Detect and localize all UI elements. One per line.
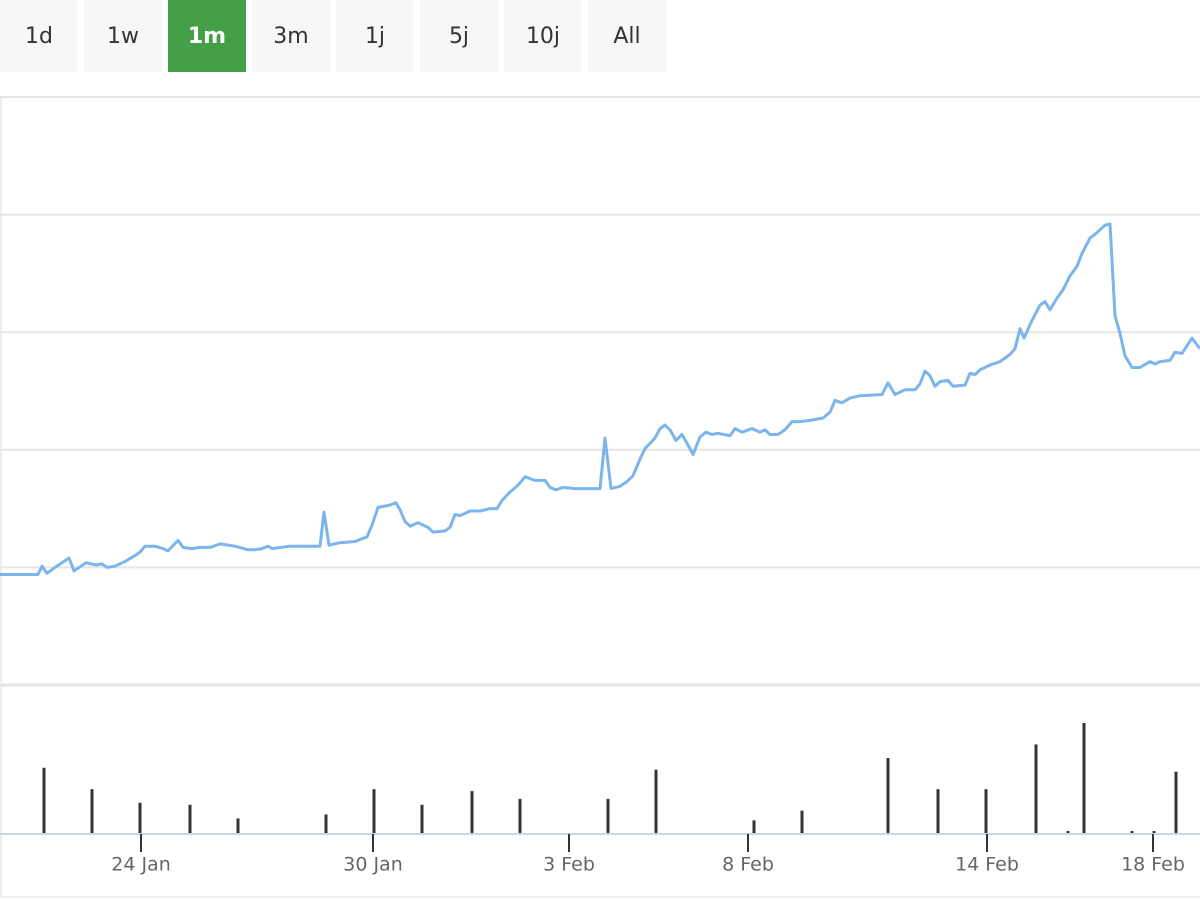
volume-bar	[1034, 744, 1038, 833]
volume-bar	[1152, 831, 1156, 833]
range-button[interactable]	[84, 0, 162, 72]
range-button[interactable]	[0, 0, 78, 72]
range-button-label[interactable]: 1d	[25, 24, 53, 49]
volume-bar	[606, 798, 610, 833]
volume-bar	[324, 814, 328, 833]
range-button[interactable]	[504, 0, 582, 72]
price-line	[0, 222, 1200, 576]
volume-bar	[1066, 831, 1070, 833]
range-button[interactable]	[168, 0, 246, 72]
volume-bar	[188, 804, 192, 833]
range-button-label[interactable]: 3m	[273, 24, 308, 49]
volume-bar	[90, 789, 94, 833]
x-tick-label: 24 Jan	[111, 854, 171, 876]
volume-bar	[420, 804, 424, 833]
volume-bar	[518, 798, 522, 833]
range-button-label[interactable]: 5j	[449, 24, 469, 49]
x-tick-label: 14 Feb	[955, 854, 1019, 876]
range-button[interactable]	[588, 0, 666, 72]
range-button[interactable]	[252, 0, 330, 72]
x-tick-label: 3 Feb	[543, 854, 595, 876]
volume-bar	[936, 789, 940, 833]
x-tick-label: 30 Jan	[343, 854, 403, 876]
volume-bar	[1082, 723, 1086, 833]
range-button[interactable]	[336, 0, 414, 72]
volume-bar	[886, 758, 890, 833]
volume-bar	[236, 818, 240, 833]
volume-bar	[800, 810, 804, 833]
range-button-label[interactable]: All	[613, 24, 640, 49]
volume-bar	[654, 769, 658, 833]
volume-bar	[470, 791, 474, 833]
volume-bar	[42, 767, 46, 833]
volume-bar	[1174, 771, 1178, 833]
volume-bar	[984, 789, 988, 833]
range-button-label[interactable]: 10j	[526, 24, 560, 49]
volume-bar	[372, 789, 376, 833]
range-button[interactable]	[420, 0, 498, 72]
x-tick-label: 8 Feb	[722, 854, 774, 876]
x-tick-label: 18 Feb	[1121, 854, 1185, 876]
range-button-label[interactable]: 1m	[188, 24, 226, 49]
volume-bar	[1130, 831, 1134, 833]
range-button-label[interactable]: 1j	[365, 24, 385, 49]
range-button-label[interactable]: 1w	[107, 24, 139, 49]
volume-bar	[752, 820, 756, 833]
volume-bar	[138, 802, 142, 833]
